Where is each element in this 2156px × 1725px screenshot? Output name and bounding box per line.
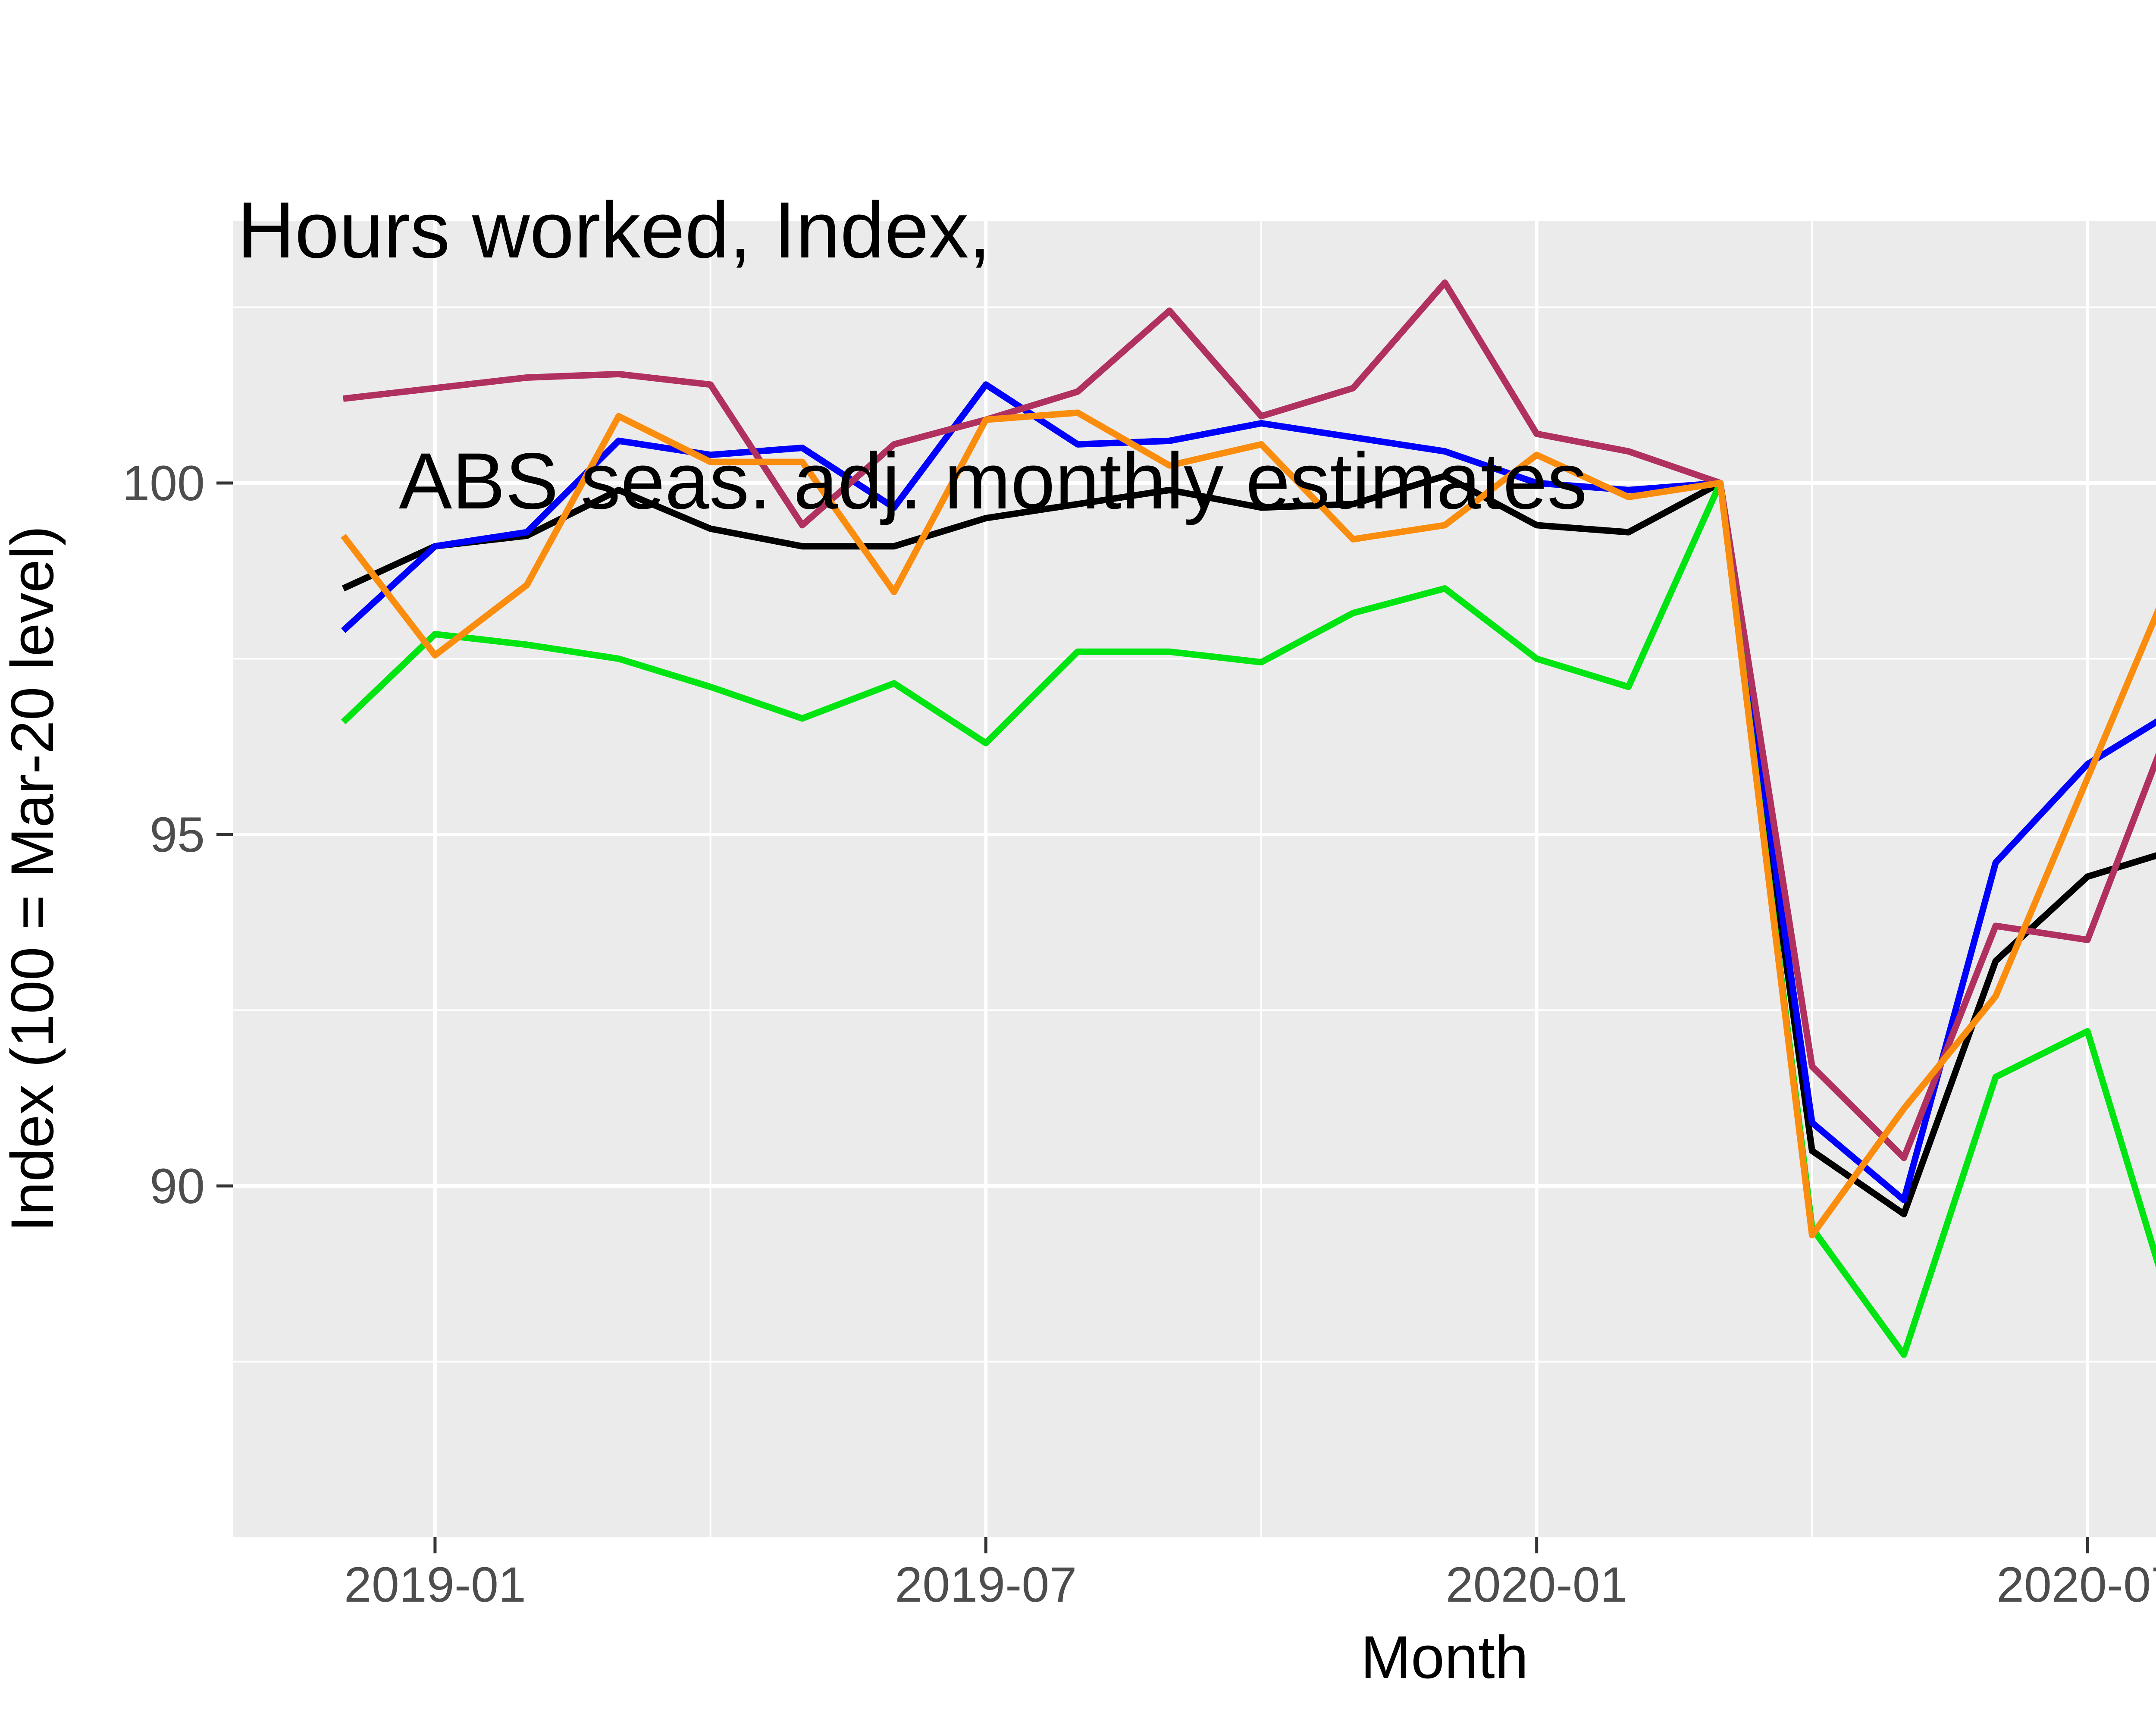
series-line-victoria — [341, 480, 2156, 1358]
y-axis-title: Index (100 = Mar-20 level) — [0, 525, 66, 1233]
series-line-nsw — [341, 381, 2156, 1204]
series-line-queensland — [343, 279, 2156, 1161]
x-axis-title: Month — [1360, 1623, 1529, 1691]
chart-title-line1: Hours worked, Index, — [237, 185, 991, 275]
series-line-wa — [341, 409, 2156, 1239]
x-tick-label: 2020-07 — [1996, 1557, 2156, 1612]
x-tick-label: 2020-01 — [1446, 1557, 1628, 1612]
x-tick-label: 2019-07 — [895, 1557, 1077, 1612]
y-tick-label: 100 — [122, 456, 205, 511]
chart-title-line2: ABS seas. adj. monthly estimates — [399, 437, 1587, 526]
series-line-australia — [342, 473, 2156, 1217]
chart-title: Hours worked, Index, ABS seas. adj. mont… — [237, 21, 1587, 691]
plot-panel — [233, 221, 2156, 1537]
y-tick-label: 90 — [150, 1159, 205, 1214]
x-tick-label: 2019-01 — [344, 1557, 526, 1612]
y-tick-label: 95 — [150, 807, 205, 862]
